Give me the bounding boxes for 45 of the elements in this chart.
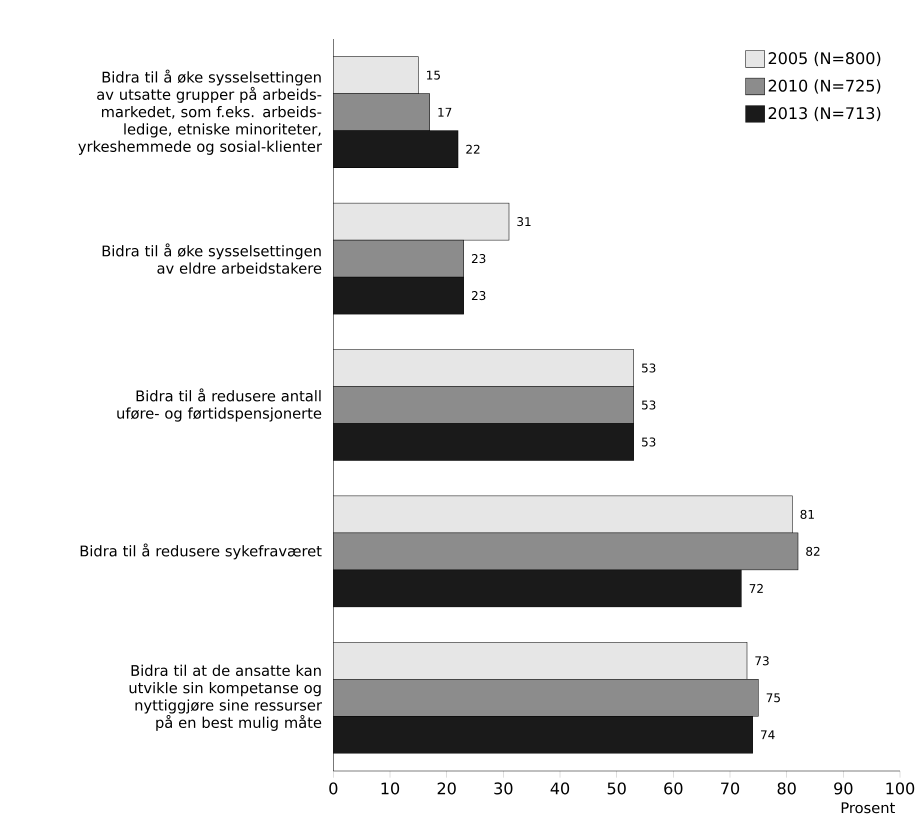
y-tick-label: Bidra til å redusere sykefraværet: [80, 543, 322, 560]
data-label: 22: [466, 144, 480, 154]
x-tick-label: 80: [778, 782, 796, 794]
bar: [333, 93, 430, 131]
data-label: 23: [472, 254, 486, 264]
data-label: 75: [766, 693, 780, 702]
data-label: 31: [517, 217, 531, 226]
x-tick-label: 50: [608, 782, 626, 794]
bar: [333, 716, 753, 754]
data-label: 15: [427, 70, 440, 80]
bar: [333, 240, 464, 278]
bar: [333, 276, 464, 314]
x-tick-label: 70: [721, 782, 740, 794]
bar: [333, 130, 458, 168]
legend-label: 2013 (N=713): [768, 106, 880, 122]
y-tick-label: Bidra til at de ansatte kan utvikle sin kompetanse og nyttiggjøre sine ressurser på en best mulig måte: [130, 664, 322, 731]
x-tick-label: 0: [329, 782, 338, 794]
x-tick-label: 20: [438, 782, 456, 794]
data-label: 53: [642, 363, 656, 373]
x-tick-label: 10: [382, 782, 400, 794]
x-tick-label: 40: [550, 782, 570, 794]
data-label: 81: [800, 510, 814, 519]
data-label: 23: [472, 291, 486, 300]
x-tick-label: 90: [834, 782, 852, 794]
data-label: 53: [642, 400, 656, 410]
x-tick-label: 60: [664, 782, 682, 794]
data-label: 82: [806, 546, 820, 556]
data-label: 74: [761, 730, 775, 740]
y-tick-label: Bidra til å redusere antall uføre- og førtidspensjonerte: [117, 388, 322, 422]
x-tick-label: 30: [494, 782, 512, 794]
x-tick-label: 100: [886, 782, 914, 794]
bar: [333, 679, 759, 717]
bar: [333, 386, 634, 424]
data-label: 73: [755, 656, 769, 666]
y-tick-label: Bidra til å øke sysselsettingen av eldre arbeidstakere: [102, 243, 322, 274]
bar: [333, 532, 798, 570]
legend-label: 2010 (N=725): [768, 79, 880, 94]
legend-label: 2005 (N=800): [768, 52, 880, 66]
x-axis-title: Prosent: [842, 802, 895, 814]
data-label: 53: [642, 437, 656, 447]
y-tick-label: Bidra til å øke sysselsettingen av utsatte grupper på arbeids-markedet, som f.eks. arbeids-ledige, etniske minoriteter, yrkeshemmede og sosial-klienter: [78, 70, 322, 155]
bar: [333, 570, 742, 608]
data-label: 72: [750, 584, 763, 593]
data-label: 17: [438, 108, 452, 117]
bar: [333, 423, 634, 461]
